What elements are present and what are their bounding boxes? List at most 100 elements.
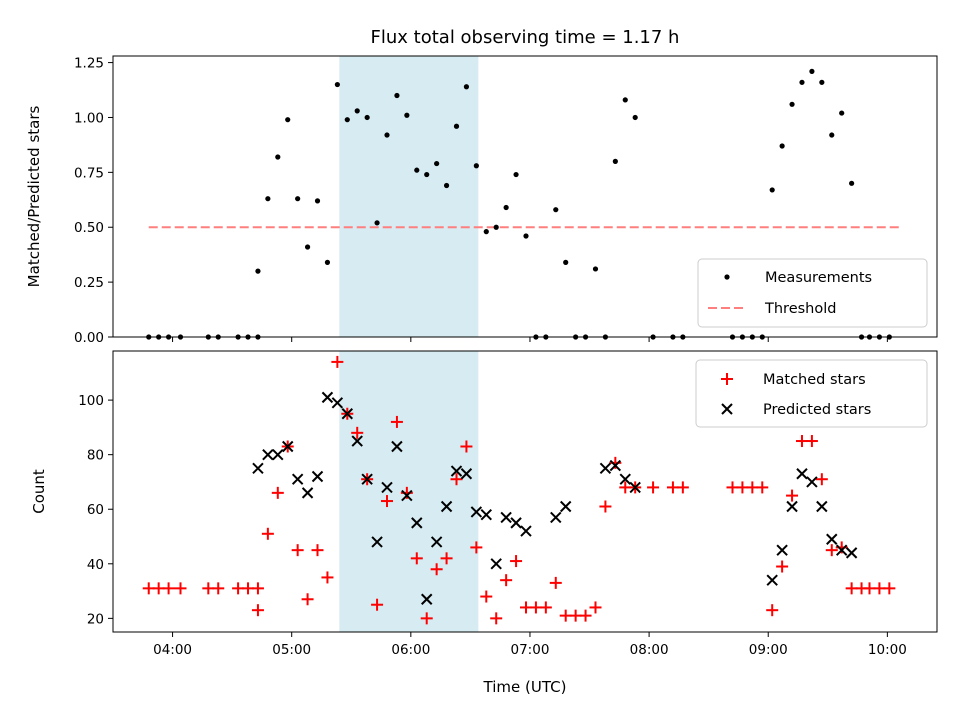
matched-star-point xyxy=(321,571,334,584)
predicted-star-point xyxy=(629,481,641,494)
measurement-point xyxy=(314,198,321,204)
matched-star-point xyxy=(331,355,344,368)
measurement-point xyxy=(295,196,301,202)
matched-star-point xyxy=(480,590,493,603)
top-panel-frame xyxy=(112,55,938,338)
matched-star-point xyxy=(776,560,789,573)
predicted-star-point xyxy=(411,517,423,529)
matched-star-point xyxy=(301,593,314,606)
measurement-point xyxy=(364,114,370,121)
predicted-star-point xyxy=(550,511,562,524)
x-tick-label: 04:00 xyxy=(153,642,192,658)
matched-star-point xyxy=(786,489,799,502)
matched-star-point xyxy=(539,601,552,614)
matched-star-point xyxy=(460,440,473,453)
bottom-y-tick-label: 40 xyxy=(87,557,104,573)
predicted-star-point xyxy=(796,468,808,480)
predicted-star-point xyxy=(311,470,324,483)
predicted-star-point xyxy=(599,462,612,475)
measurement-point xyxy=(354,108,360,114)
measurement-point xyxy=(424,171,430,178)
legend-measurements-marker xyxy=(724,274,730,280)
measurement-point xyxy=(473,163,479,169)
top-panel-highlight-band xyxy=(339,56,479,337)
measurement-point xyxy=(304,244,311,250)
measurement-point xyxy=(483,229,489,235)
matched-star-point xyxy=(390,415,403,428)
predicted-star-point xyxy=(520,525,532,537)
measurement-point xyxy=(453,123,460,129)
measurement-point xyxy=(799,79,805,85)
matched-star-point xyxy=(579,609,592,622)
measurement-point xyxy=(523,233,529,239)
measurement-point xyxy=(563,259,569,265)
matched-star-point xyxy=(291,544,304,557)
matched-star-point xyxy=(766,604,779,617)
matched-star-point xyxy=(450,473,463,486)
predicted-star-point xyxy=(331,397,344,409)
bottom-panel: 20 40 60 80 100 04:00 05:00 06:00 07:00 08:00 09:0… xyxy=(30,350,938,696)
predicted-star-point xyxy=(826,533,838,545)
matched-star-point xyxy=(174,582,187,595)
x-tick-label: 07:00 xyxy=(511,642,550,658)
top-y-axis-label: Matched/Predicted stars xyxy=(25,106,43,288)
predicted-star-point xyxy=(490,558,502,570)
measurement-point xyxy=(434,160,440,167)
predicted-star-point xyxy=(460,468,473,480)
x-tick-label: 09:00 xyxy=(749,642,788,658)
x-tick-label: 08:00 xyxy=(630,642,669,658)
matched-star-point xyxy=(825,544,838,557)
top-panel: 0.00 0.25 0.50 0.75 1.00 1.25 Flux total obse… xyxy=(25,27,938,346)
top-y-tick-label: 0.25 xyxy=(74,275,104,291)
matched-star-point xyxy=(490,612,503,625)
measurement-point xyxy=(285,117,291,123)
legend-threshold-label: Threshold xyxy=(764,301,836,317)
bottom-y-tick-label: 60 xyxy=(87,502,104,518)
measurement-point xyxy=(493,224,499,230)
chart-title: Flux total observing time = 1.17 h xyxy=(371,27,680,48)
measurement-point xyxy=(384,132,390,138)
bottom-y-axis-label: Count xyxy=(30,469,48,514)
matched-star-point xyxy=(261,527,274,540)
measurement-point xyxy=(394,92,400,99)
measurement-point xyxy=(849,180,855,186)
matched-star-point xyxy=(500,574,513,587)
matched-star-point xyxy=(271,486,284,499)
measurement-point xyxy=(255,268,261,274)
predicted-star-point xyxy=(371,536,383,548)
top-y-tick-label: 0.75 xyxy=(74,165,104,181)
predicted-star-point xyxy=(301,487,314,499)
measurement-point xyxy=(612,158,618,164)
predicted-star-point xyxy=(450,465,463,477)
x-tick-label: 06:00 xyxy=(391,642,430,658)
measurement-point xyxy=(622,97,628,103)
measurement-point xyxy=(779,143,785,149)
bottom-legend: Matched stars Predicted stars xyxy=(695,359,928,428)
predicted-star-point xyxy=(272,448,284,461)
measurement-point xyxy=(503,204,509,211)
bottom-panel-highlight-band xyxy=(339,351,479,632)
matched-star-point xyxy=(549,576,562,589)
top-legend-box xyxy=(697,258,928,328)
x-tick-label: 10:00 xyxy=(868,642,907,658)
predicted-star-point xyxy=(381,481,393,494)
measurement-point xyxy=(443,182,450,189)
predicted-star-point xyxy=(421,593,433,605)
predicted-star-point xyxy=(351,435,363,447)
measurement-point xyxy=(769,187,775,193)
measurement-point xyxy=(275,154,281,160)
predicted-star-point xyxy=(835,544,848,556)
measurement-point xyxy=(829,132,835,138)
matched-star-point xyxy=(212,582,225,595)
predicted-star-point xyxy=(341,408,354,420)
matched-star-point xyxy=(805,435,818,448)
matched-star-point xyxy=(351,426,364,439)
legend-matched-marker xyxy=(721,373,733,385)
predicted-star-point xyxy=(845,547,858,559)
measurement-point xyxy=(553,207,559,213)
predicted-star-point xyxy=(776,544,788,556)
predicted-star-point xyxy=(619,473,631,485)
matched-star-point xyxy=(251,604,264,617)
bottom-y-tick-label: 80 xyxy=(87,448,104,464)
bottom-y-tick-label: 20 xyxy=(87,611,104,627)
